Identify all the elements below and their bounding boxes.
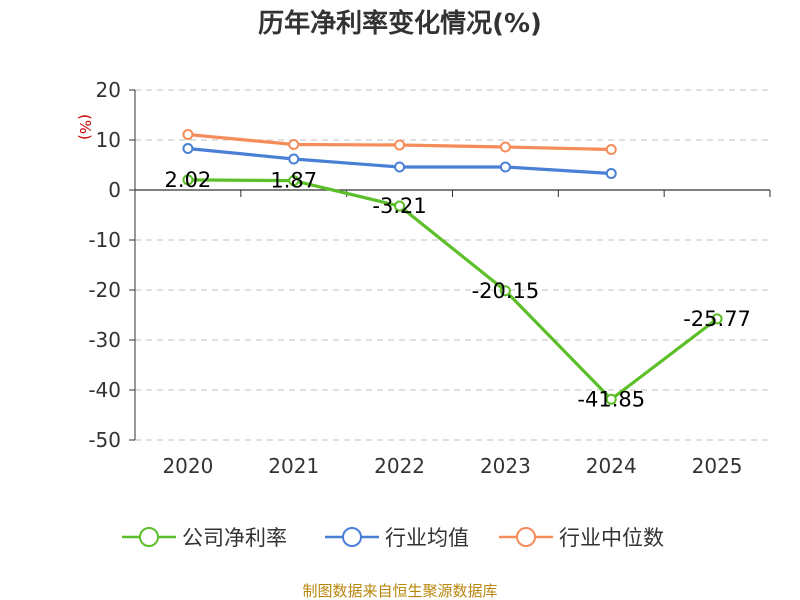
data-point <box>182 143 194 154</box>
legend-label: 公司净利率 <box>182 526 287 550</box>
x-tick-label: 2025 <box>692 454 743 478</box>
data-point <box>605 144 617 155</box>
data-label: 2.02 <box>165 168 212 192</box>
data-label: -25.77 <box>683 307 751 331</box>
legend-marker-icon <box>516 527 536 547</box>
legend-marker-icon <box>342 527 362 547</box>
legend-item[interactable]: 行业均值 <box>325 526 469 550</box>
data-point <box>605 393 617 405</box>
legend-marker-icon <box>139 527 159 547</box>
x-tick-label: 2020 <box>162 454 213 478</box>
data-point <box>288 139 300 150</box>
x-tick-label: 2023 <box>480 454 531 478</box>
legend-label: 行业均值 <box>385 526 469 550</box>
legend-item[interactable]: 行业中位数 <box>499 526 664 550</box>
chart-title: 历年净利率变化情况(%) <box>258 8 542 39</box>
y-tick-label: -20 <box>88 278 121 302</box>
data-label: -3.21 <box>372 194 426 218</box>
data-label: 1.87 <box>270 169 317 193</box>
data-point <box>182 174 194 186</box>
legend-label: 行业中位数 <box>559 526 664 550</box>
data-point <box>394 139 406 151</box>
data-source-note: 制图数据来自恒生聚源数据库 <box>302 582 497 600</box>
y-axis-unit: (%) <box>76 114 94 140</box>
data-point <box>711 313 723 325</box>
data-point <box>605 168 617 179</box>
legend-item[interactable]: 公司净利率 <box>122 526 287 550</box>
y-tick-label: -10 <box>88 228 121 252</box>
series-line <box>187 178 719 401</box>
y-tick-label: 20 <box>96 78 121 102</box>
data-point <box>288 153 300 165</box>
data-label: -41.85 <box>577 387 645 411</box>
data-point <box>499 161 511 173</box>
data-point <box>499 285 511 297</box>
data-point <box>288 175 300 187</box>
y-tick-label: -30 <box>88 328 121 352</box>
data-point <box>394 200 406 212</box>
y-tick-label: -50 <box>88 428 121 452</box>
x-tick-label: 2022 <box>374 454 425 478</box>
y-tick-label: -40 <box>88 378 121 402</box>
x-tick-label: 2024 <box>586 454 637 478</box>
y-tick-label: 10 <box>96 128 121 152</box>
x-tick-label: 2021 <box>268 454 319 478</box>
y-tick-label: 0 <box>108 178 121 202</box>
data-point <box>182 129 194 140</box>
data-label: -20.15 <box>472 279 540 303</box>
data-point <box>499 141 511 153</box>
data-point <box>394 161 406 173</box>
